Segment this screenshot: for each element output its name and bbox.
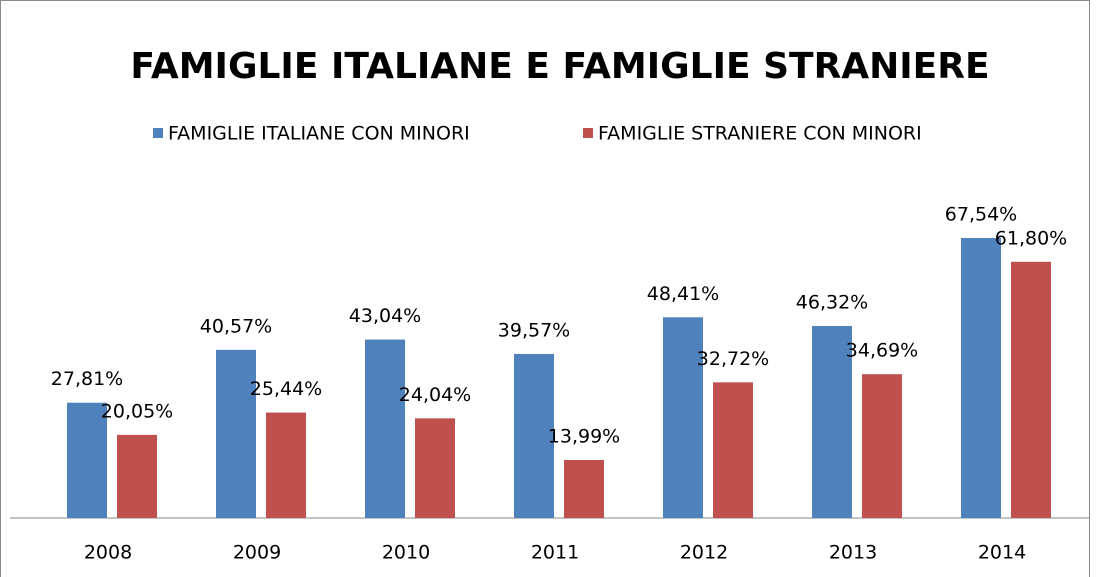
bar [216, 349, 256, 518]
bar [67, 402, 107, 518]
bar [663, 317, 703, 518]
value-label: 46,32% [796, 291, 868, 313]
bar [961, 238, 1001, 518]
value-label: 61,80% [995, 227, 1067, 249]
bar [1011, 261, 1051, 518]
bar [812, 325, 852, 518]
x-tick-label: 2008 [84, 542, 132, 564]
bar [713, 382, 753, 518]
value-label: 32,72% [697, 348, 769, 370]
x-tick-label: 2011 [531, 542, 579, 564]
x-tick-label: 2012 [680, 542, 728, 564]
bar [117, 434, 157, 518]
bar [266, 412, 306, 518]
legend-label: FAMIGLIE ITALIANE CON MINORI [168, 123, 470, 145]
value-label: 48,41% [647, 283, 719, 305]
value-label: 67,54% [945, 204, 1017, 226]
legend-swatch [153, 128, 163, 138]
chart-title: FAMIGLIE ITALIANE E FAMIGLIE STRANIERE [130, 46, 989, 87]
value-label: 43,04% [349, 305, 421, 327]
bar [564, 460, 604, 518]
bar [514, 353, 554, 518]
value-label: 25,44% [250, 378, 322, 400]
x-tick-label: 2010 [382, 542, 430, 564]
bar [365, 339, 405, 518]
x-tick-label: 2013 [829, 542, 877, 564]
x-tick-label: 2014 [978, 542, 1026, 564]
value-label: 20,05% [101, 400, 173, 422]
bar [415, 418, 455, 518]
value-label: 34,69% [846, 340, 918, 362]
value-label: 24,04% [399, 384, 471, 406]
value-label: 27,81% [51, 368, 123, 390]
legend-swatch [583, 128, 593, 138]
value-label: 13,99% [548, 426, 620, 448]
bar [862, 374, 902, 518]
value-label: 40,57% [200, 315, 272, 337]
value-label: 39,57% [498, 319, 570, 341]
legend-label: FAMIGLIE STRANIERE CON MINORI [598, 123, 922, 145]
x-tick-label: 2009 [233, 542, 281, 564]
